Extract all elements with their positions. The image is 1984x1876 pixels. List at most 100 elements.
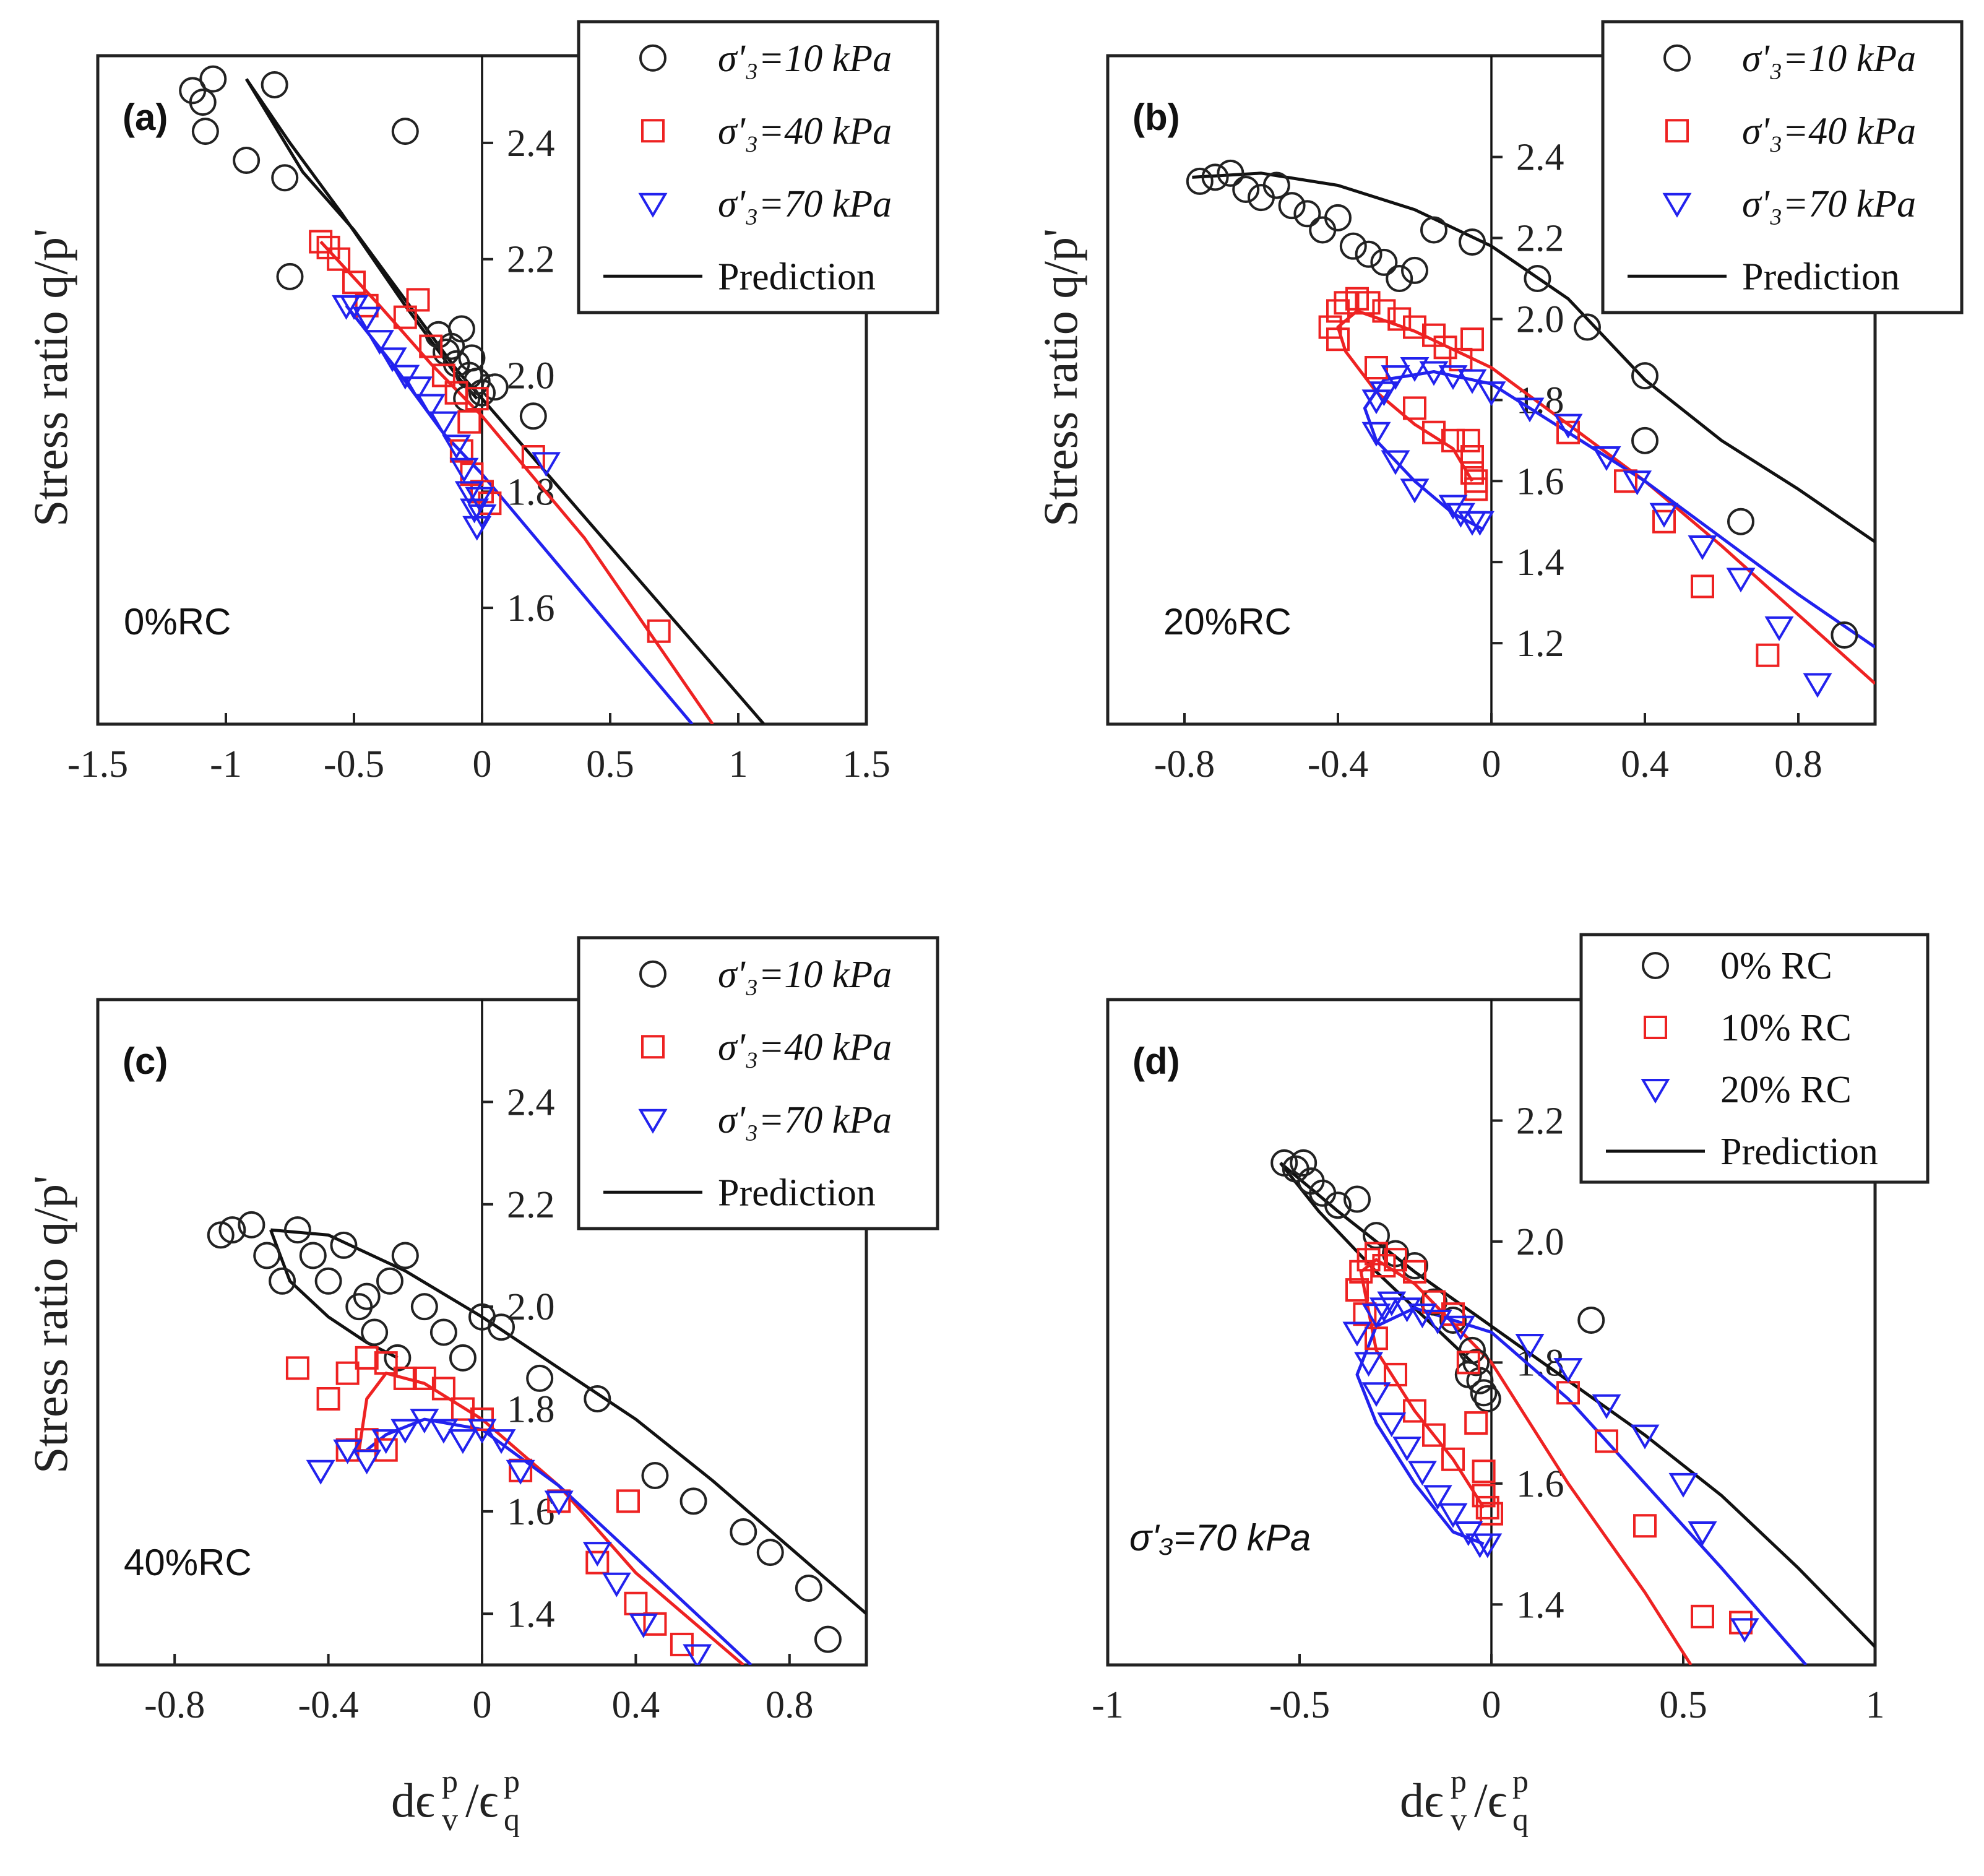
data-point-square: [1475, 1495, 1499, 1519]
x-tick-label: -1: [210, 743, 242, 785]
data-point-circle: [1363, 1222, 1390, 1250]
data-point-circle: [238, 1211, 265, 1238]
data-point-triangle: [1553, 413, 1583, 439]
data-point-square: [1356, 291, 1381, 315]
data-point-circle: [276, 262, 304, 290]
x-axis-label-main: dϵ: [391, 1773, 435, 1827]
x-axis-label-sup: p: [1512, 1764, 1529, 1799]
legend-marker-square: [1665, 119, 1689, 143]
legend: 0% RC 10% RC 20% RC Prediction: [1579, 933, 1930, 1184]
legend-entry-label: Prediction: [1742, 256, 1900, 298]
data-point-square: [1460, 461, 1484, 485]
data-point-circle: [330, 1231, 358, 1259]
data-point-circle: [1727, 508, 1754, 535]
data-point-square: [1595, 1429, 1618, 1453]
x-tick-label: 1: [1866, 1684, 1885, 1726]
data-point-triangle: [629, 1613, 658, 1638]
legend-entry-label: 20% RC: [1720, 1069, 1852, 1111]
data-point-circle: [1217, 159, 1244, 187]
data-point-circle: [410, 1293, 438, 1321]
y-tick-label: 1.4: [1516, 1584, 1564, 1626]
data-point-triangle: [403, 376, 433, 402]
data-point-square: [1456, 1351, 1480, 1375]
panel-label: (b): [1132, 97, 1180, 138]
data-point-square: [1472, 1459, 1496, 1484]
data-point-circle: [391, 1242, 419, 1269]
data-point-circle: [1290, 1149, 1318, 1177]
legend-entry-label: Prediction: [718, 256, 876, 298]
prediction-line: [1363, 370, 1875, 649]
data-point-square: [1356, 1248, 1381, 1272]
data-point-triangle: [1688, 535, 1717, 560]
data-point-triangle: [1630, 1424, 1660, 1450]
data-point-triangle: [506, 1459, 535, 1485]
legend-entry-label: 0% RC: [1720, 945, 1832, 987]
data-point-square: [431, 363, 455, 387]
data-point-triangle: [1465, 511, 1494, 536]
data-point-triangle: [364, 330, 394, 355]
data-point-square: [1384, 1248, 1407, 1272]
x-axis-label-sub: v: [442, 1802, 458, 1838]
data-point-triangle: [1381, 365, 1410, 391]
panel-c: -0.8 -0.4 0 0.4 0.8 1.4 1.6 1.8 2.0 2.2 2.4 (c) 40%R…: [96, 936, 939, 1726]
data-point-square: [335, 1361, 360, 1385]
data-point-circle: [679, 1487, 707, 1515]
data-point-triangle: [544, 1490, 574, 1516]
data-point-triangle: [1726, 568, 1756, 593]
data-point-triangle: [1688, 1521, 1717, 1546]
data-point-triangle: [1457, 369, 1487, 394]
data-point-square: [355, 1346, 379, 1370]
data-point-triangle: [465, 486, 494, 512]
data-point-circle: [361, 1318, 389, 1346]
y-tick-label: 1.6: [507, 587, 555, 629]
data-point-triangle: [467, 504, 497, 529]
data-point-circle: [449, 1344, 477, 1372]
data-point-square: [1326, 299, 1350, 323]
prediction-line: [270, 1228, 866, 1615]
legend-entry-label: Prediction: [718, 1172, 876, 1214]
data-point-circle: [519, 402, 547, 430]
legend-entry-label: Prediction: [1720, 1131, 1878, 1173]
data-point-square: [393, 1366, 417, 1390]
data-point-triangle: [1377, 1412, 1407, 1438]
data-point-triangle: [448, 1429, 478, 1455]
x-tick-label: -0.5: [324, 743, 384, 785]
data-point-triangle: [1400, 478, 1430, 504]
y-tick-label: 1.6: [507, 1491, 555, 1533]
data-point-circle: [1831, 621, 1858, 649]
data-point-square: [1464, 1411, 1488, 1435]
x-axis-label-sup: p: [504, 1764, 520, 1799]
data-point-triangle: [1553, 1358, 1583, 1383]
y-tick-label: 2.4: [507, 123, 555, 165]
x-tick-label: 0: [473, 743, 492, 785]
data-point-square: [1556, 420, 1580, 444]
data-point-circle: [391, 118, 419, 145]
data-point-triangle: [377, 347, 407, 373]
x-tick-label: 1: [729, 743, 748, 785]
y-tick-label: 2.4: [1516, 137, 1564, 179]
y-tick-label: 2.2: [507, 1184, 555, 1226]
legend: σ'₃=10 kPa σ'₃=40 kPa σ'₃=70 kPa Prediction: [577, 936, 939, 1230]
plot-area: [179, 65, 766, 724]
legend: σ'₃=10 kPa σ'₃=40 kPa σ'₃=70 kPa Prediction: [1601, 20, 1964, 314]
data-point-triangle: [1592, 1394, 1621, 1419]
legend-entry-label: σ'₃=40 kPa: [1742, 110, 1916, 152]
data-point-triangle: [1438, 365, 1468, 391]
legend-entry-label: σ'₃=10 kPa: [718, 954, 892, 996]
data-point-square: [1460, 445, 1484, 469]
x-axis-label-slash: /ϵ: [465, 1773, 498, 1827]
data-point-triangle: [416, 394, 446, 419]
legend-marker-circle: [1663, 44, 1691, 72]
data-point-triangle: [1730, 1618, 1759, 1643]
data-point-circle: [1344, 1185, 1371, 1213]
data-point-square: [616, 1489, 640, 1513]
x-tick-label: 0.4: [1621, 743, 1669, 785]
data-point-square: [457, 410, 481, 434]
y-tick-label: 1.4: [507, 1593, 555, 1635]
x-tick-label: 0.5: [1659, 1684, 1707, 1726]
x-tick-label: 1.5: [842, 743, 891, 785]
data-point-square: [1691, 1604, 1714, 1628]
data-point-circle: [756, 1539, 784, 1567]
y-tick-label: 1.4: [1516, 542, 1564, 584]
data-point-triangle: [1381, 450, 1410, 475]
